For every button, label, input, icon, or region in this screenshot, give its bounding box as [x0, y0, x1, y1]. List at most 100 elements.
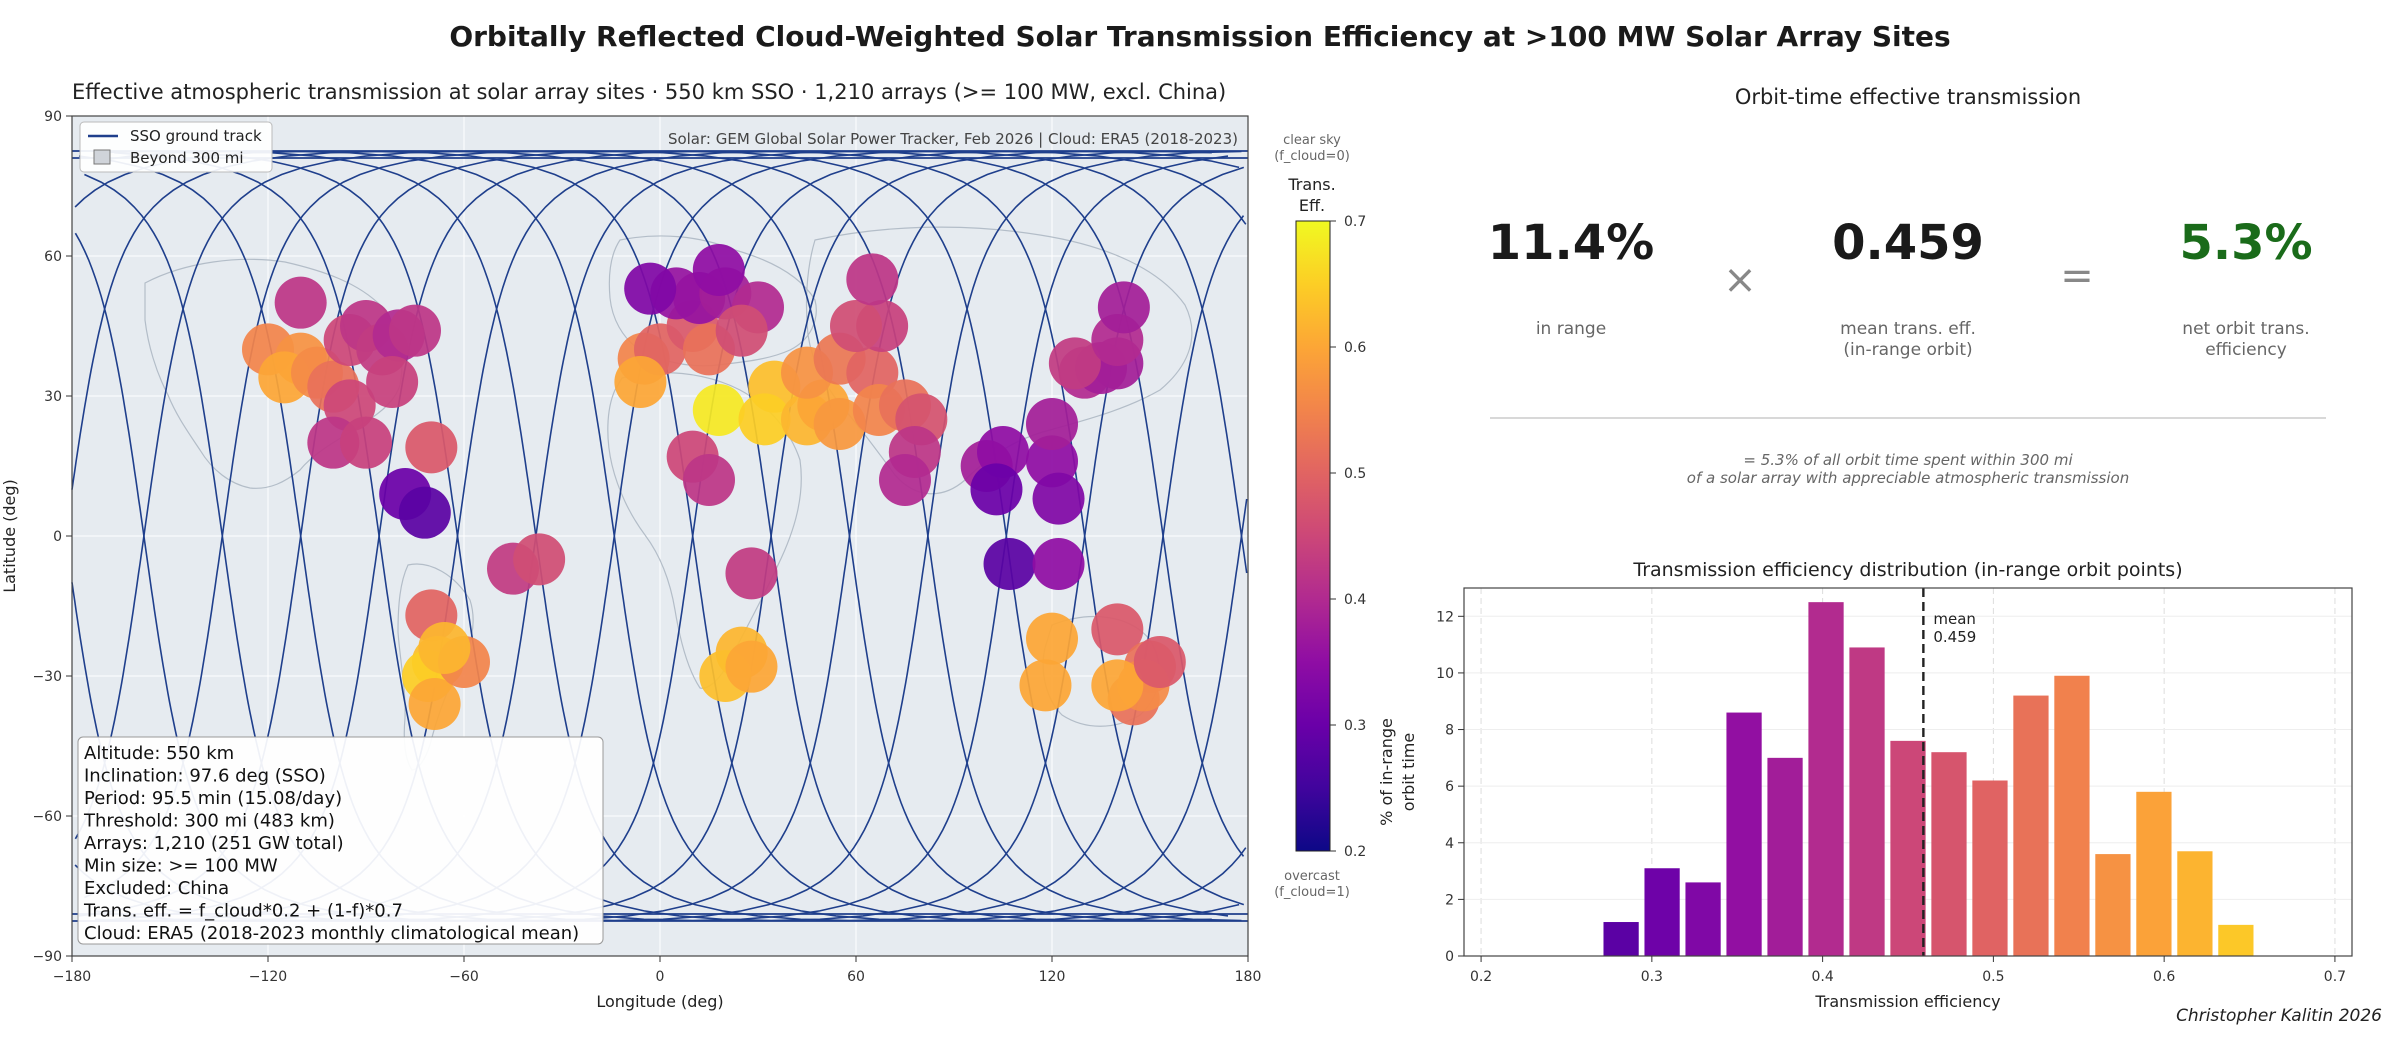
colorbar-tick-label: 0.4 — [1344, 592, 1366, 608]
histogram-axes: 0.2 0.3 0.4 0.5 0.6 0.7 0 2 4 6 8 10 12 — [1436, 609, 2346, 985]
histogram-xtick-label: 0.7 — [2324, 969, 2346, 985]
histogram-bar — [1726, 712, 1762, 956]
sso-track-segment — [84, 150, 851, 899]
equals-sign: = — [2060, 253, 2094, 299]
histogram-bar — [1890, 740, 1926, 956]
histogram-ytick-label: 2 — [1445, 892, 1454, 908]
solar-site-marker — [1048, 337, 1101, 390]
histogram-bar — [2218, 924, 2254, 956]
solar-site-marker — [1133, 636, 1186, 688]
solar-site-marker — [1026, 398, 1078, 450]
map-xtick-label: 120 — [1039, 969, 1066, 985]
histogram-ytick-label: 10 — [1436, 666, 1454, 682]
histogram-bar — [1849, 647, 1885, 956]
net-value: 5.3% — [2179, 215, 2312, 271]
orbit-info-line: Altitude: 550 km — [84, 743, 234, 764]
orbit-info-line: Min size: >= 100 MW — [84, 856, 278, 877]
multiply-sign: × — [1723, 257, 1757, 303]
histogram-xlabel: Transmission efficiency — [1814, 992, 2000, 1011]
legend-track-label: SSO ground track — [130, 127, 262, 145]
histogram-bar — [2095, 854, 2131, 956]
colorbar-tick-label: 0.2 — [1344, 844, 1366, 860]
solar-site-marker — [738, 393, 791, 446]
solar-site-marker — [725, 640, 778, 693]
colorbar-title-2: Eff. — [1299, 196, 1325, 215]
colorbar-overcast-note-1: overcast — [1284, 869, 1340, 884]
solar-site-marker — [813, 398, 866, 450]
sso-track-segment — [613, 498, 1248, 922]
histogram-xtick-label: 0.2 — [1470, 969, 1492, 985]
solar-site-marker — [983, 538, 1036, 590]
solar-site-marker — [725, 547, 778, 600]
map-axes: −180 −120 −60 0 60 120 180 −90 −60 −30 0 30 60 90 — [32, 109, 1261, 985]
sso-track-segment — [927, 535, 1242, 922]
solar-site-marker — [1032, 538, 1085, 590]
orbit-info-line: Cloud: ERA5 (2018-2023 monthly climatolo… — [84, 923, 579, 944]
histogram-ytick-label: 6 — [1445, 779, 1454, 795]
solar-site-marker — [1091, 603, 1144, 656]
map-xtick-label: 0 — [656, 969, 665, 985]
histogram-bar — [1603, 922, 1639, 956]
sso-track-segment — [74, 232, 145, 537]
colorbar-title-1: Trans. — [1287, 175, 1335, 194]
net-label-2: efficiency — [2205, 340, 2287, 360]
legend-beyond-label: Beyond 300 mi — [130, 149, 244, 167]
colorbar-clear-note-1: clear sky — [1283, 133, 1341, 148]
colorbar-gradient — [1295, 220, 1331, 852]
map-title: Effective atmospheric transmission at so… — [72, 80, 1226, 104]
solar-site-marker — [1091, 659, 1144, 712]
map-ylabel: Latitude (deg) — [0, 479, 19, 593]
solar-array-sites — [242, 244, 1186, 730]
solar-site-marker — [879, 454, 931, 506]
histogram-bar — [1644, 868, 1680, 956]
histogram-bar — [1685, 882, 1721, 956]
sso-track-segment — [1162, 535, 1245, 857]
map-panel: Effective atmospheric transmission at so… — [0, 80, 1261, 1011]
mean-label-1: mean trans. eff. — [1840, 319, 1976, 339]
histogram-ytick-label: 0 — [1445, 949, 1454, 965]
summary-title: Orbit-time effective transmission — [1735, 85, 2081, 109]
histogram-ytick-label: 8 — [1445, 723, 1454, 739]
summary-note-1: = 5.3% of all orbit time spent within 30… — [1743, 451, 2073, 469]
histogram-bar — [1931, 752, 1967, 956]
map-ytick-label: −30 — [32, 669, 62, 685]
map-xtick-label: 60 — [847, 969, 865, 985]
solar-site-marker — [970, 463, 1023, 516]
orbit-info-line: Threshold: 300 mi (483 km) — [83, 811, 335, 832]
map-ytick-label: 0 — [53, 529, 62, 545]
solar-site-marker — [692, 384, 745, 436]
map-ytick-label: 30 — [44, 389, 62, 405]
solar-site-marker — [513, 533, 566, 586]
histogram-xtick-label: 0.5 — [1982, 969, 2004, 985]
sso-track-segment — [535, 215, 1245, 922]
map-xlabel: Longitude (deg) — [596, 992, 723, 1011]
orbit-info-line: Trans. eff. = f_cloud*0.2 + (1-f)*0.7 — [83, 901, 403, 922]
histogram-bar — [2136, 791, 2172, 956]
histogram-ylabel-2: orbit time — [1399, 733, 1418, 811]
histogram-bar — [1972, 780, 2008, 956]
colorbar: clear sky (f_cloud=0) Trans. Eff. 0.2 0.3… — [1274, 133, 1366, 900]
solar-site-marker — [692, 244, 745, 296]
legend-beyond-swatch — [93, 149, 111, 165]
solar-site-marker — [1097, 281, 1150, 334]
histogram-ytick-label: 12 — [1436, 609, 1454, 625]
map-source-note: Solar: GEM Global Solar Power Tracker, F… — [668, 130, 1238, 148]
histogram-bar — [2013, 695, 2049, 956]
colorbar-tick-label: 0.7 — [1344, 214, 1366, 230]
colorbar-ticks: 0.2 0.3 0.4 0.5 0.6 0.7 — [1330, 214, 1366, 860]
solar-site-marker — [830, 300, 882, 352]
mean-value: 0.459 — [1832, 215, 1984, 271]
solar-site-marker — [340, 416, 392, 469]
map-legend: SSO ground track Beyond 300 mi — [79, 121, 273, 173]
solar-site-marker — [405, 421, 458, 474]
mean-annotation-1: mean — [1933, 610, 1976, 628]
net-label-1: net orbit trans. — [2182, 319, 2309, 339]
credit: Christopher Kalitin 2026 — [2176, 1006, 2382, 1026]
map-ytick-label: 90 — [44, 109, 62, 125]
histogram-ylabel-1: % of in-range — [1377, 718, 1396, 826]
orbit-info-line: Excluded: China — [84, 878, 229, 899]
map-ytick-label: −60 — [32, 809, 62, 825]
histogram-bars — [1603, 602, 2254, 956]
histogram-xtick-label: 0.4 — [1811, 969, 1833, 985]
